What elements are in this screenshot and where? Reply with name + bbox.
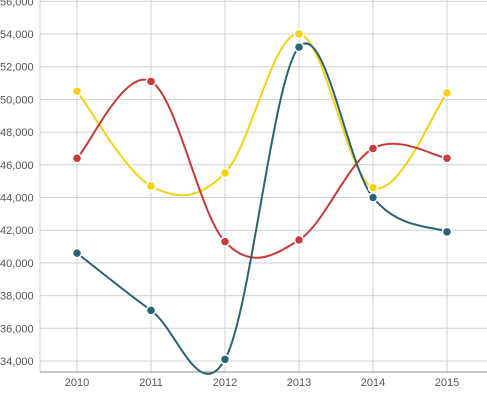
series-layer	[71, 28, 453, 375]
tick-labels: 34,000 36,000 38,000 40,000 42,000 44,000 46,0…	[0, 0, 459, 389]
y-tick-label: 42,000	[0, 225, 34, 237]
data-point	[367, 182, 379, 193]
x-tick-label: 2015	[435, 377, 459, 389]
x-tick-label: 2010	[65, 377, 89, 389]
data-point	[145, 76, 157, 87]
y-tick-label: 34,000	[0, 356, 34, 368]
data-point	[219, 354, 231, 365]
data-point	[71, 85, 83, 97]
y-tick-label: 44,000	[0, 193, 34, 205]
y-tick-label: 46,000	[0, 160, 34, 172]
data-point	[367, 143, 379, 154]
y-tick-label: 40,000	[0, 258, 34, 270]
data-point	[293, 28, 305, 40]
data-point	[293, 234, 305, 246]
data-point	[219, 167, 231, 179]
data-point	[367, 192, 379, 203]
x-tick-label: 2014	[361, 377, 385, 389]
data-point	[219, 236, 231, 247]
data-point	[441, 226, 453, 238]
x-tick-label: 2013	[287, 377, 311, 389]
x-tick-label: 2011	[139, 377, 163, 389]
y-tick-label: 54,000	[0, 29, 34, 41]
series-line-1	[76, 32, 448, 197]
data-point	[145, 305, 157, 316]
data-point	[71, 247, 83, 259]
y-tick-label: 52,000	[0, 62, 34, 74]
data-point	[145, 180, 157, 192]
y-tick-label: 50,000	[0, 94, 34, 106]
y-tick-label: 38,000	[0, 291, 34, 303]
y-tick-label: 56,000	[0, 0, 34, 8]
data-point	[441, 87, 453, 99]
y-tick-label: 36,000	[0, 323, 34, 335]
y-tick-label: 48,000	[0, 127, 34, 139]
data-point	[71, 153, 83, 164]
data-point	[441, 153, 453, 164]
x-tick-label: 2012	[213, 377, 237, 389]
data-point	[293, 41, 305, 53]
